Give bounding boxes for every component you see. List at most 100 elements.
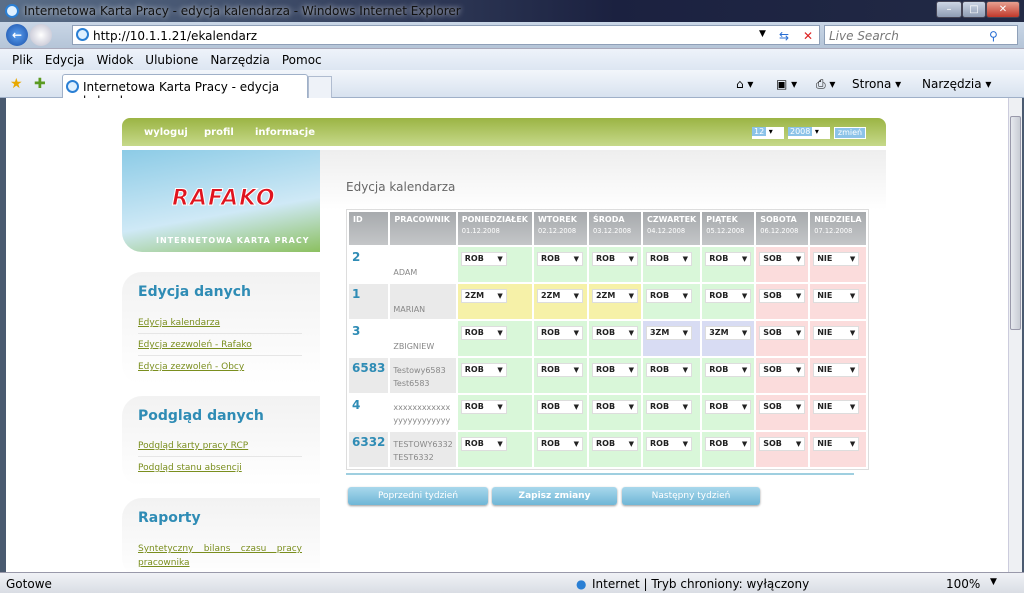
chevron-down-icon: ▼ bbox=[497, 291, 503, 300]
shift-select[interactable]: 2ZM ▼ bbox=[460, 288, 507, 303]
status-text: Gotowe bbox=[6, 577, 52, 591]
year-select[interactable]: 2008 ▾ bbox=[788, 127, 830, 139]
chevron-down-icon: ▼ bbox=[497, 254, 503, 263]
feeds-icon[interactable]: ▣ ▾ bbox=[776, 77, 798, 91]
menu-edycja[interactable]: Edycja bbox=[44, 53, 85, 67]
menu-narzedzia[interactable]: Narzędzia bbox=[210, 53, 270, 67]
url-input[interactable]: http://10.1.1.21/ekalendarz ▼ ⇆ ✕ bbox=[72, 25, 820, 45]
month-select[interactable]: 12 ▾ bbox=[752, 127, 784, 139]
shift-select[interactable]: ROB ▼ bbox=[645, 251, 692, 266]
shift-select[interactable]: ROB ▼ bbox=[645, 436, 692, 451]
shift-select[interactable]: ROB ▼ bbox=[645, 288, 692, 303]
shift-select[interactable]: SOB ▼ bbox=[759, 288, 806, 303]
shift-select[interactable]: ROB ▼ bbox=[460, 362, 507, 377]
day-cell: ROB ▼ bbox=[642, 395, 701, 430]
shift-select[interactable]: NIE ▼ bbox=[813, 399, 860, 414]
menu-ulubione[interactable]: Ulubione bbox=[145, 53, 199, 67]
employee-name bbox=[393, 327, 452, 340]
shift-select[interactable]: 3ZM ▼ bbox=[705, 325, 752, 340]
shift-select[interactable]: SOB ▼ bbox=[759, 399, 806, 414]
zoom-dropdown-icon[interactable]: ▼ bbox=[990, 577, 997, 587]
shift-select[interactable]: ROB ▼ bbox=[536, 399, 583, 414]
zoom-level[interactable]: 100% bbox=[946, 577, 981, 591]
minimize-button[interactable]: – bbox=[936, 1, 962, 18]
menu-pomoc[interactable]: Pomoc bbox=[281, 53, 322, 67]
new-tab-button[interactable] bbox=[308, 76, 332, 98]
maximize-button[interactable]: □ bbox=[962, 1, 986, 18]
shift-select[interactable]: ROB ▼ bbox=[705, 436, 752, 451]
print-icon[interactable]: ⎙ ▾ bbox=[816, 77, 836, 91]
shift-select[interactable]: ROB ▼ bbox=[645, 362, 692, 377]
vertical-scrollbar[interactable] bbox=[1008, 98, 1022, 572]
search-input[interactable]: Live Search ⚲ bbox=[824, 25, 1018, 45]
tab-active[interactable]: Internetowa Karta Pracy - edycja kalenda… bbox=[62, 74, 308, 108]
sidebar-link-bilans[interactable]: Syntetyczny bilans czasu pracy pracownik… bbox=[138, 544, 302, 568]
shift-select[interactable]: ROB ▼ bbox=[591, 436, 638, 451]
sidebar-link-absencji[interactable]: Podgląd stanu absencji bbox=[138, 463, 242, 473]
day-cell: SOB ▼ bbox=[756, 247, 809, 282]
shift-select[interactable]: SOB ▼ bbox=[759, 325, 806, 340]
dropdown-icon[interactable]: ▼ bbox=[759, 29, 766, 39]
shift-select[interactable]: ROB ▼ bbox=[591, 325, 638, 340]
shift-select[interactable]: SOB ▼ bbox=[759, 436, 806, 451]
chevron-down-icon: ▼ bbox=[849, 439, 856, 448]
shift-select[interactable]: 2ZM ▼ bbox=[591, 288, 638, 303]
shift-select[interactable]: ROB ▼ bbox=[591, 251, 638, 266]
home-icon[interactable]: ⌂ ▾ bbox=[736, 77, 754, 91]
shift-select[interactable]: ROB ▼ bbox=[705, 251, 752, 266]
refresh-icon[interactable]: ⇆ bbox=[779, 29, 790, 43]
shift-select[interactable]: SOB ▼ bbox=[759, 251, 806, 266]
close-button[interactable]: ✕ bbox=[986, 1, 1020, 18]
shift-select[interactable]: NIE ▼ bbox=[813, 288, 860, 303]
shift-select[interactable]: NIE ▼ bbox=[813, 325, 860, 340]
menu-widok[interactable]: Widok bbox=[96, 53, 134, 67]
sidebar-link-karta-rcp[interactable]: Podgląd karty pracy RCP bbox=[138, 441, 249, 451]
save-button[interactable]: Zapisz zmiany bbox=[492, 487, 617, 505]
sidebar-link-edycja-kalendarza[interactable]: Edycja kalendarza bbox=[138, 318, 221, 328]
tools-menu[interactable]: Narzędzia ▾ bbox=[922, 77, 992, 91]
scrollbar-thumb[interactable] bbox=[1010, 116, 1021, 330]
shift-select[interactable]: ROB ▼ bbox=[705, 288, 752, 303]
shift-select[interactable]: ROB ▼ bbox=[536, 251, 583, 266]
shift-select[interactable]: ROB ▼ bbox=[460, 251, 507, 266]
forward-button[interactable] bbox=[30, 24, 52, 46]
day-cell: ROB ▼ bbox=[642, 358, 701, 393]
menu-plik[interactable]: Plik bbox=[12, 53, 33, 67]
shift-select[interactable]: ROB ▼ bbox=[460, 436, 507, 451]
shift-select[interactable]: NIE ▼ bbox=[813, 436, 860, 451]
stop-icon[interactable]: ✕ bbox=[803, 29, 814, 43]
sidebar-link-zezwolen-rafako[interactable]: Edycja zezwoleń - Rafako bbox=[138, 340, 252, 350]
shift-select[interactable]: ROB ▼ bbox=[591, 362, 638, 377]
prev-week-button[interactable]: Poprzedni tydzień bbox=[348, 487, 488, 505]
logout-link[interactable]: wyloguj bbox=[144, 127, 188, 138]
info-link[interactable]: informacje bbox=[255, 127, 316, 138]
shift-select[interactable]: 2ZM ▼ bbox=[536, 288, 583, 303]
shift-select[interactable]: ROB ▼ bbox=[536, 325, 583, 340]
back-button[interactable]: ← bbox=[6, 24, 28, 46]
shift-select[interactable]: ROB ▼ bbox=[460, 399, 507, 414]
profile-link[interactable]: profil bbox=[204, 127, 234, 138]
shift-select[interactable]: ROB ▼ bbox=[705, 399, 752, 414]
change-button[interactable]: zmień bbox=[834, 127, 866, 139]
shift-select[interactable]: ROB ▼ bbox=[705, 362, 752, 377]
shift-select[interactable]: ROB ▼ bbox=[591, 399, 638, 414]
shift-select[interactable]: ROB ▼ bbox=[536, 436, 583, 451]
employee-id: 3 bbox=[352, 324, 361, 338]
shift-select[interactable]: ROB ▼ bbox=[460, 325, 507, 340]
shift-select[interactable]: 3ZM ▼ bbox=[645, 325, 692, 340]
shift-select[interactable]: NIE ▼ bbox=[813, 251, 860, 266]
chevron-down-icon: ▼ bbox=[628, 254, 634, 263]
shift-select[interactable]: SOB ▼ bbox=[759, 362, 806, 377]
shift-select[interactable]: ROB ▼ bbox=[645, 399, 692, 414]
shift-select[interactable]: ROB ▼ bbox=[536, 362, 583, 377]
chevron-down-icon: ▼ bbox=[573, 254, 579, 263]
next-week-button[interactable]: Następny tydzień bbox=[622, 487, 760, 505]
sidebar-link-zezwolen-obcy[interactable]: Edycja zezwoleń - Obcy bbox=[138, 362, 245, 372]
page-menu[interactable]: Strona ▾ bbox=[852, 77, 902, 91]
day-cell: ROB ▼ bbox=[457, 358, 532, 393]
add-favorite-icon[interactable]: ✚ bbox=[34, 76, 46, 92]
shift-select[interactable]: NIE ▼ bbox=[813, 362, 860, 377]
search-icon[interactable]: ⚲ bbox=[989, 29, 998, 43]
favorites-star-icon[interactable]: ★ bbox=[10, 76, 23, 92]
chevron-down-icon: ▼ bbox=[497, 402, 503, 411]
